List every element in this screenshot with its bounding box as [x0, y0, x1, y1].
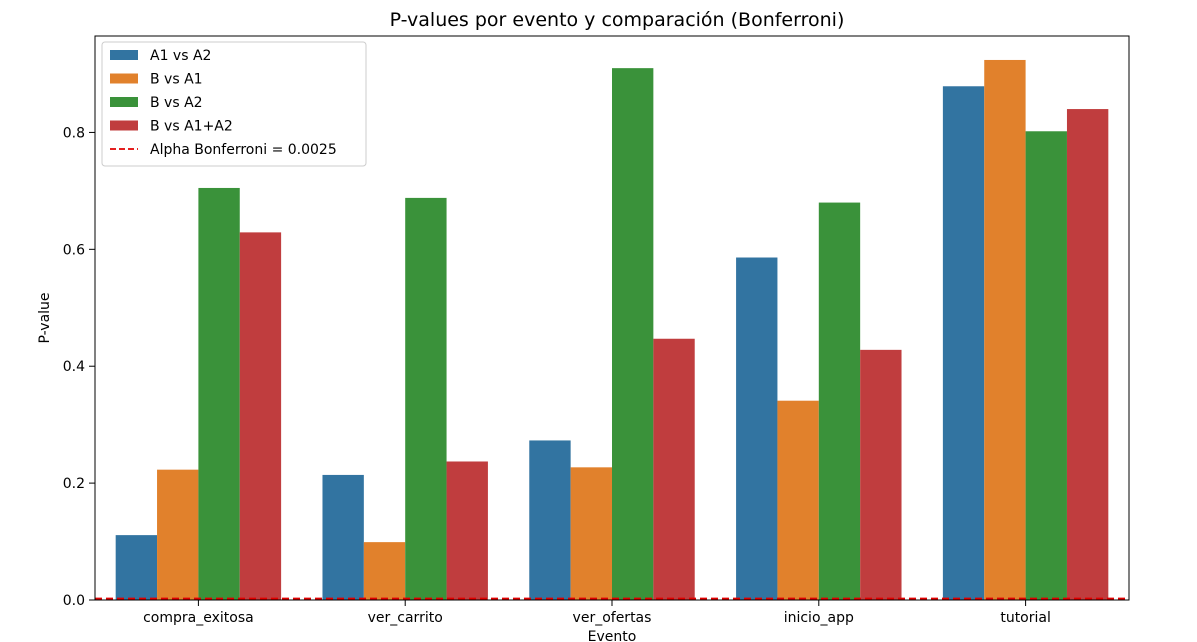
- bar: [736, 257, 778, 600]
- legend-label: B vs A1: [150, 72, 203, 88]
- x-tick-label: tutorial: [1000, 610, 1051, 626]
- legend: A1 vs A2 B vs A1 B vs A2 B vs A1+A2 Alpha Bo…: [101, 41, 367, 167]
- bar: [198, 187, 240, 600]
- x-axis-ticks: compra_exitosa ver_carrito ver_ofertas inic…: [143, 600, 1051, 626]
- x-tick-label: ver_carrito: [368, 610, 443, 626]
- legend-swatch: [110, 120, 138, 131]
- bar: [363, 542, 406, 600]
- bar: [115, 535, 158, 600]
- bar: [777, 400, 819, 600]
- y-axis-label: P-value: [37, 292, 53, 343]
- legend-label: A1 vs A2: [150, 48, 211, 64]
- bar: [612, 68, 654, 600]
- y-tick-label: 0.2: [63, 476, 85, 492]
- bar: [570, 467, 612, 600]
- y-tick-label: 0.0: [63, 593, 85, 609]
- bar: [239, 232, 282, 600]
- bar: [860, 349, 902, 600]
- bar: [1066, 109, 1109, 600]
- x-tick-label: inicio_app: [784, 610, 854, 626]
- legend-label: B vs A1+A2: [150, 119, 233, 135]
- legend-label: Alpha Bonferroni = 0.0025: [150, 142, 337, 158]
- y-axis-ticks: 0.0 0.2 0.4 0.6 0.8: [63, 125, 95, 609]
- x-axis-label: Evento: [588, 629, 637, 642]
- y-tick-label: 0.6: [63, 242, 85, 258]
- bar: [818, 202, 861, 600]
- bar: [984, 59, 1026, 600]
- bar: [157, 469, 199, 600]
- legend-swatch: [110, 50, 138, 60]
- bar: [942, 86, 985, 601]
- chart-title: P-values por evento y comparación (Bonfe…: [390, 9, 845, 31]
- legend-swatch: [110, 73, 138, 84]
- y-tick-label: 0.4: [63, 359, 85, 375]
- legend-label: B vs A2: [150, 95, 203, 111]
- bar: [322, 474, 364, 600]
- y-tick-label: 0.8: [63, 125, 85, 141]
- bars-layer: [115, 59, 1109, 601]
- x-tick-label: compra_exitosa: [143, 610, 254, 626]
- bar: [405, 197, 447, 601]
- legend-box: [101, 41, 367, 167]
- bar: [529, 440, 571, 600]
- legend-swatch: [110, 97, 138, 107]
- bar: [446, 461, 488, 600]
- x-tick-label: ver_ofertas: [573, 610, 652, 626]
- bar: [1025, 131, 1067, 600]
- bar: [653, 338, 695, 600]
